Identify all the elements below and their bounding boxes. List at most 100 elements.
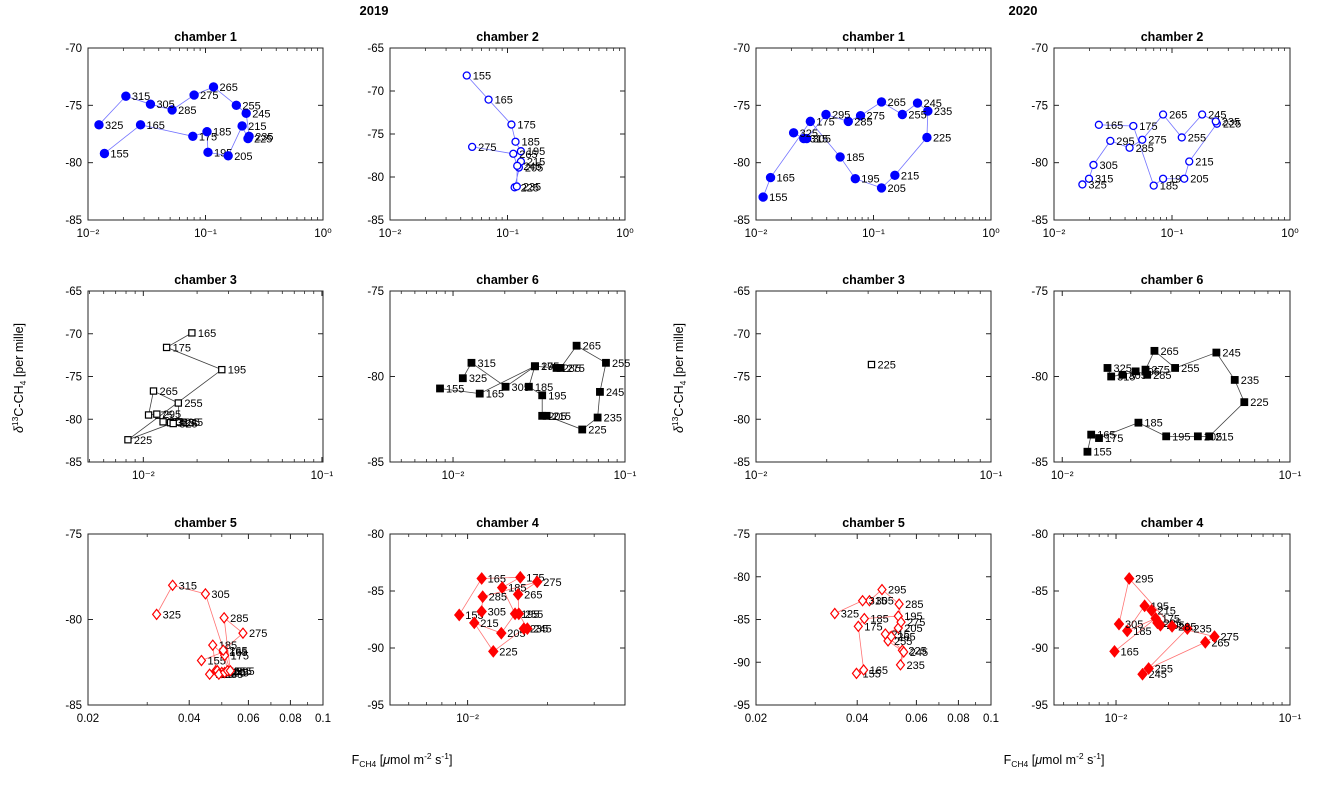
day-label: 235	[1241, 375, 1259, 387]
day-label: 235	[523, 181, 541, 193]
day-label: 265	[220, 82, 238, 94]
x-axis-label-2019: FCH4 [μmol m-2 s-1]	[272, 751, 532, 769]
y-tick-label: -65	[733, 286, 750, 298]
day-label: 265	[888, 97, 906, 109]
label-segment: 4	[18, 380, 28, 386]
data-point	[542, 411, 551, 420]
data-point	[159, 418, 167, 426]
x-tick-label: 10⁻²	[1043, 228, 1066, 240]
y-tick-label: -85	[733, 215, 750, 227]
data-point	[1143, 662, 1154, 675]
x-tick-label: 10⁻²	[77, 228, 100, 240]
data-point	[513, 607, 525, 621]
data-point	[1123, 572, 1135, 585]
data-point	[453, 608, 465, 622]
data-point	[475, 389, 484, 398]
day-label: 215	[1195, 157, 1213, 169]
day-label: 195	[228, 365, 246, 377]
label-segment: [	[376, 753, 384, 767]
day-label: 275	[249, 628, 267, 640]
day-label: 225	[254, 134, 272, 146]
data-point	[94, 120, 104, 130]
data-point	[1084, 174, 1094, 183]
day-label: 155	[1093, 447, 1111, 459]
day-label: 185	[846, 152, 864, 164]
subplot-title: chamber 2	[476, 30, 539, 44]
data-point	[602, 358, 610, 367]
subplot-title: chamber 4	[1141, 516, 1204, 530]
subplot-title: chamber 5	[842, 516, 905, 530]
y-tick-label: -85	[65, 457, 82, 469]
y-tick-label: -70	[65, 43, 82, 55]
label-segment: μ	[383, 753, 391, 767]
data-point	[1106, 136, 1115, 146]
day-label: 245	[523, 161, 541, 173]
x-tick-label: 10⁻²	[1051, 470, 1074, 482]
day-label: 165	[147, 120, 165, 132]
data-point	[1212, 348, 1221, 357]
data-point	[851, 667, 862, 680]
day-label: 275	[200, 90, 218, 102]
data-point	[174, 399, 183, 407]
label-segment: [per mille]	[12, 322, 26, 381]
data-point	[1083, 447, 1092, 456]
y-tick-label: -70	[1031, 43, 1048, 55]
day-label: 205	[1190, 174, 1208, 186]
x-tick-label: 10⁻²	[442, 470, 465, 482]
y-tick-label: -65	[65, 286, 82, 298]
y-tick-label: -85	[367, 457, 384, 469]
data-point	[153, 410, 161, 418]
subplot-2019-chamber-2: 10⁻² 10⁻¹ 10⁰ -65 -70 -75 -80 -85 chamber 2 155 16…	[367, 30, 634, 240]
day-label: 175	[517, 120, 535, 132]
data-point	[1113, 617, 1125, 631]
day-label: 215	[248, 121, 266, 133]
data-point	[458, 374, 467, 383]
day-label: 185	[535, 382, 553, 394]
y-tick-label: -85	[733, 615, 750, 627]
label-segment: 13	[10, 416, 20, 427]
data-point	[524, 382, 533, 391]
day-label: 175	[1105, 433, 1123, 445]
data-point	[467, 142, 477, 152]
data-point	[1146, 603, 1157, 617]
day-label: 325	[179, 419, 197, 431]
x-tick-label: 10⁻¹	[1161, 228, 1184, 240]
label-segment: C-CH	[672, 385, 686, 417]
data-point	[218, 644, 229, 657]
day-label: 245	[185, 417, 203, 429]
day-label: 215	[1158, 605, 1176, 617]
data-point	[1171, 364, 1180, 372]
data-point	[1162, 432, 1171, 441]
data-point	[219, 611, 229, 624]
day-label: 215	[480, 618, 498, 630]
day-label: 245	[1149, 669, 1167, 681]
data-point	[204, 668, 215, 681]
subplot-title: chamber 1	[842, 30, 905, 44]
subplot-title: chamber 2	[1141, 30, 1204, 44]
day-label: 315	[132, 91, 150, 103]
data-point	[835, 152, 845, 162]
y-tick-label: -80	[1031, 158, 1048, 170]
x-tick-label: 0.04	[846, 713, 869, 725]
day-label: 195	[1172, 431, 1190, 443]
y-tick-label: -75	[733, 529, 750, 541]
day-label: 175	[173, 342, 191, 354]
axes-box	[389, 47, 626, 221]
x-tick-label: 0.06	[905, 713, 927, 725]
day-label: 215	[1215, 431, 1233, 443]
y-tick-label: -80	[367, 372, 384, 384]
data-point	[162, 343, 171, 352]
subplot-2019-chamber-3: 10⁻² 10⁻¹ -65 -70 -75 -80 -85 chamber 3 165 175 19…	[65, 273, 333, 482]
day-label: 165	[486, 389, 504, 401]
data-point	[196, 654, 207, 667]
day-label: 285	[178, 105, 196, 117]
day-label: 185	[522, 137, 540, 149]
y-tick-label: -80	[65, 414, 82, 426]
data-point	[857, 594, 868, 607]
day-label: 265	[159, 386, 177, 398]
axes-box	[87, 290, 324, 463]
y-tick-label: -80	[65, 158, 82, 170]
day-label: 265	[583, 341, 601, 353]
